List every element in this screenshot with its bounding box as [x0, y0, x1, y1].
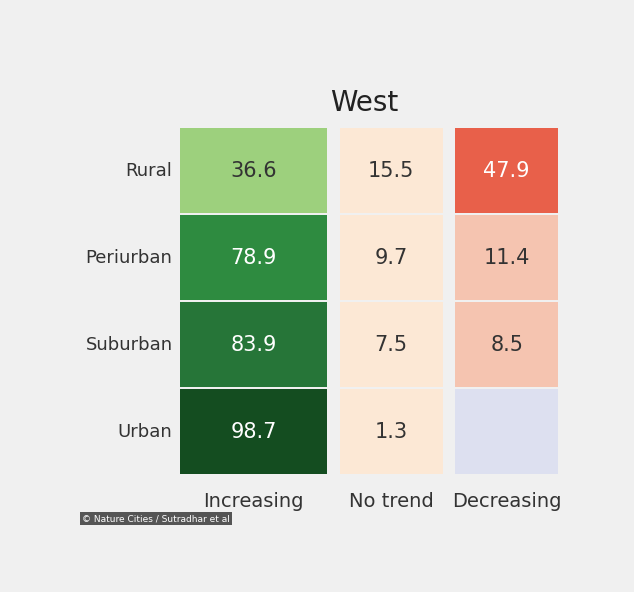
- Text: 7.5: 7.5: [375, 334, 408, 355]
- Text: Decreasing: Decreasing: [452, 493, 562, 511]
- Text: 1.3: 1.3: [375, 422, 408, 442]
- Text: 15.5: 15.5: [368, 160, 415, 181]
- Text: 47.9: 47.9: [484, 160, 530, 181]
- Text: Increasing: Increasing: [204, 493, 304, 511]
- Text: 9.7: 9.7: [375, 247, 408, 268]
- FancyBboxPatch shape: [180, 389, 327, 474]
- FancyBboxPatch shape: [340, 128, 443, 213]
- FancyBboxPatch shape: [455, 302, 559, 387]
- Text: West: West: [330, 89, 398, 117]
- Text: 36.6: 36.6: [230, 160, 277, 181]
- Text: No trend: No trend: [349, 493, 434, 511]
- Text: 83.9: 83.9: [231, 334, 277, 355]
- FancyBboxPatch shape: [340, 215, 443, 300]
- Text: 8.5: 8.5: [490, 334, 523, 355]
- FancyBboxPatch shape: [340, 389, 443, 474]
- Text: © Nature Cities / Sutradhar et al: © Nature Cities / Sutradhar et al: [82, 514, 230, 523]
- FancyBboxPatch shape: [455, 128, 559, 213]
- Text: 98.7: 98.7: [231, 422, 277, 442]
- FancyBboxPatch shape: [455, 215, 559, 300]
- Text: 78.9: 78.9: [231, 247, 277, 268]
- Text: Suburban: Suburban: [86, 336, 172, 354]
- FancyBboxPatch shape: [180, 215, 327, 300]
- FancyBboxPatch shape: [180, 128, 327, 213]
- FancyBboxPatch shape: [340, 302, 443, 387]
- FancyBboxPatch shape: [455, 389, 559, 474]
- Text: 11.4: 11.4: [484, 247, 530, 268]
- Text: Urban: Urban: [118, 423, 172, 441]
- FancyBboxPatch shape: [180, 302, 327, 387]
- Text: Rural: Rural: [126, 162, 172, 179]
- Text: Periurban: Periurban: [86, 249, 172, 267]
